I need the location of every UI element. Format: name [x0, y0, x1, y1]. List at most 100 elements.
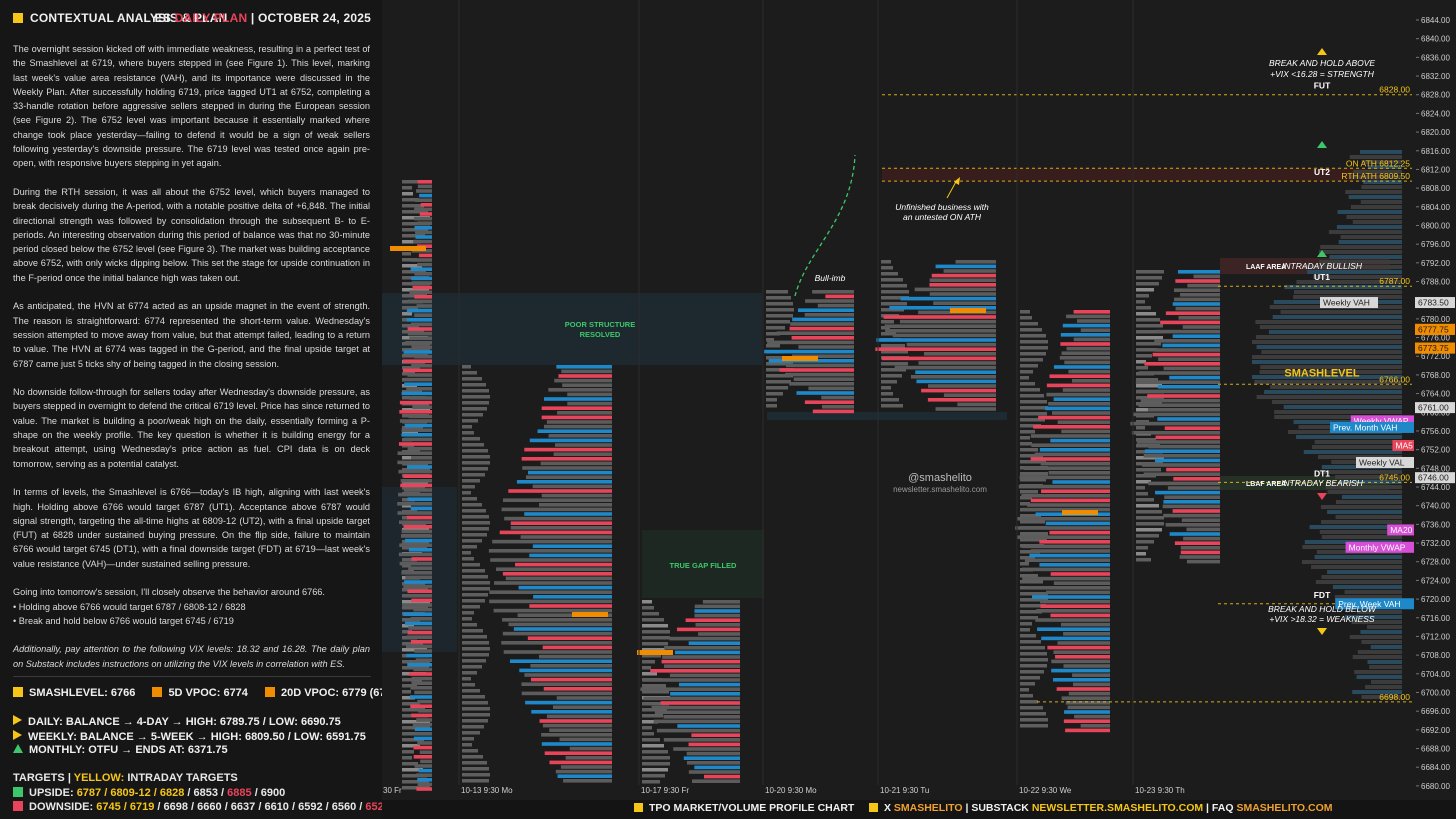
- composite-profile-bar: [1320, 245, 1402, 249]
- lbaf-label: LBAF AREA: [1246, 481, 1286, 488]
- tpo-row: [1020, 448, 1038, 452]
- composite-profile-bar: [1283, 405, 1402, 409]
- axis-tick-label: 6712.00: [1421, 632, 1450, 641]
- axis-tick-label: 6688.00: [1421, 745, 1450, 754]
- volume-bar: [664, 664, 740, 668]
- volume-bar: [1015, 526, 1110, 530]
- volume-bar: [1186, 559, 1220, 564]
- tpo-row: [642, 732, 654, 736]
- session-label: 10-20 9:30 Mo: [765, 786, 817, 795]
- volume-bar: [525, 700, 612, 705]
- tpo-row: [766, 302, 793, 306]
- volume-bar: [504, 516, 612, 521]
- tpo-row: [881, 350, 908, 354]
- tpo-row: [1020, 406, 1048, 410]
- volume-bar: [557, 411, 612, 415]
- substack-link[interactable]: NEWSLETTER.SMASHELITO.COM: [1031, 802, 1204, 814]
- volume-bar: [1031, 443, 1110, 447]
- volume-bar: [1046, 392, 1110, 397]
- tpo-row: [766, 392, 783, 396]
- composite-profile-bar: [1260, 365, 1402, 369]
- tpo-row: [1020, 556, 1035, 560]
- tpo-row: [462, 503, 482, 507]
- true-gap-zone: [642, 530, 764, 598]
- volume-bar: [955, 260, 996, 264]
- volume-bar: [398, 469, 432, 474]
- volume-bar: [764, 349, 854, 354]
- level-tag-label: Monthly VWAP: [1349, 542, 1406, 552]
- x-handle-link[interactable]: SMASHELITO: [893, 802, 963, 814]
- tpo-row: [1020, 538, 1047, 542]
- chart-title: TPO MARKET/VOLUME PROFILE CHART: [649, 802, 855, 814]
- composite-profile-bar: [1335, 515, 1402, 519]
- composite-profile-bar: [1311, 445, 1402, 449]
- volume-bar: [531, 710, 612, 714]
- tpo-row: [642, 606, 654, 610]
- tpo-row: [402, 468, 430, 472]
- session-label: 10-13 9:30 Mo: [461, 786, 513, 795]
- volume-bar: [673, 747, 740, 751]
- tpo-row: [1020, 676, 1040, 680]
- volume-bar: [1060, 342, 1110, 346]
- axis-tick-label: 6820.00: [1421, 128, 1450, 137]
- volume-bar: [791, 336, 854, 340]
- paragraph-1: The overnight session kicked off with im…: [13, 44, 370, 169]
- volume-bar: [403, 584, 432, 589]
- volume-bar: [405, 621, 432, 626]
- composite-profile-bar: [1301, 560, 1402, 564]
- tpo-row: [402, 756, 412, 760]
- faq-link[interactable]: SMASHELITO.COM: [1236, 802, 1333, 814]
- volume-bar: [885, 329, 996, 333]
- volume-bar: [935, 407, 996, 411]
- tpo-row: [1136, 336, 1163, 340]
- tpo-row: [462, 521, 490, 525]
- axis-tick-label: 6732.00: [1421, 539, 1450, 548]
- volume-bar: [1144, 362, 1220, 366]
- tpo-row: [402, 504, 411, 508]
- tpo-row: [1020, 616, 1038, 620]
- tpo-row: [1020, 430, 1035, 434]
- tpo-row: [881, 362, 908, 366]
- paragraph-5: In terms of levels, the Smashlevel is 67…: [13, 487, 370, 569]
- volume-bar: [417, 782, 432, 787]
- volume-bar: [415, 658, 432, 662]
- volume-bar: [1059, 356, 1110, 360]
- targets-title: TARGETS: [13, 772, 65, 784]
- tpo-row: [1020, 424, 1041, 428]
- volume-bar: [1050, 613, 1110, 618]
- composite-profile-bar: [1365, 685, 1402, 689]
- volume-bar: [1173, 288, 1220, 292]
- volume-bar: [406, 318, 432, 322]
- composite-profile-bar: [1351, 620, 1402, 624]
- session-label: 10-22 9:30 We: [1019, 786, 1072, 795]
- volume-bar: [496, 567, 612, 571]
- bull-imb-label: Bull-imb: [815, 273, 846, 283]
- volume-bar: [557, 774, 612, 778]
- volume-bar: [1135, 380, 1220, 384]
- volume-bar: [569, 746, 612, 751]
- level-tag: [1330, 421, 1414, 433]
- volume-bar: [1147, 394, 1220, 398]
- tpo-row: [462, 383, 486, 387]
- tpo-row: [881, 386, 891, 390]
- separator: |: [1206, 802, 1209, 814]
- volume-bar: [414, 216, 432, 221]
- tpo-row: [1020, 340, 1048, 344]
- tpo-row: [1020, 628, 1030, 632]
- volume-bar: [501, 507, 612, 512]
- tpo-chart[interactable]: 6828.00 FUT ON ATH 6812.25 RTH ATH 6809.50 U…: [382, 0, 1456, 800]
- tpo-row: [462, 659, 486, 663]
- composite-profile-bar: [1272, 400, 1402, 404]
- volume-bar: [411, 364, 432, 368]
- tpo-row: [1020, 622, 1032, 626]
- timeframe-context: DAILY: BALANCE → 4-DAY → HIGH: 6789.75 /…: [13, 715, 366, 759]
- volume-bar: [1174, 541, 1220, 545]
- composite-profile-bar: [1357, 650, 1402, 654]
- tpo-row: [1020, 562, 1029, 566]
- volume-bar: [524, 447, 612, 452]
- chart-canvas[interactable]: 6828.00 FUT ON ATH 6812.25 RTH ATH 6809.50 U…: [382, 0, 1456, 800]
- volume-bar: [1022, 576, 1110, 581]
- volume-bar: [1027, 503, 1110, 507]
- volume-bar: [542, 645, 612, 650]
- volume-bar: [524, 673, 612, 677]
